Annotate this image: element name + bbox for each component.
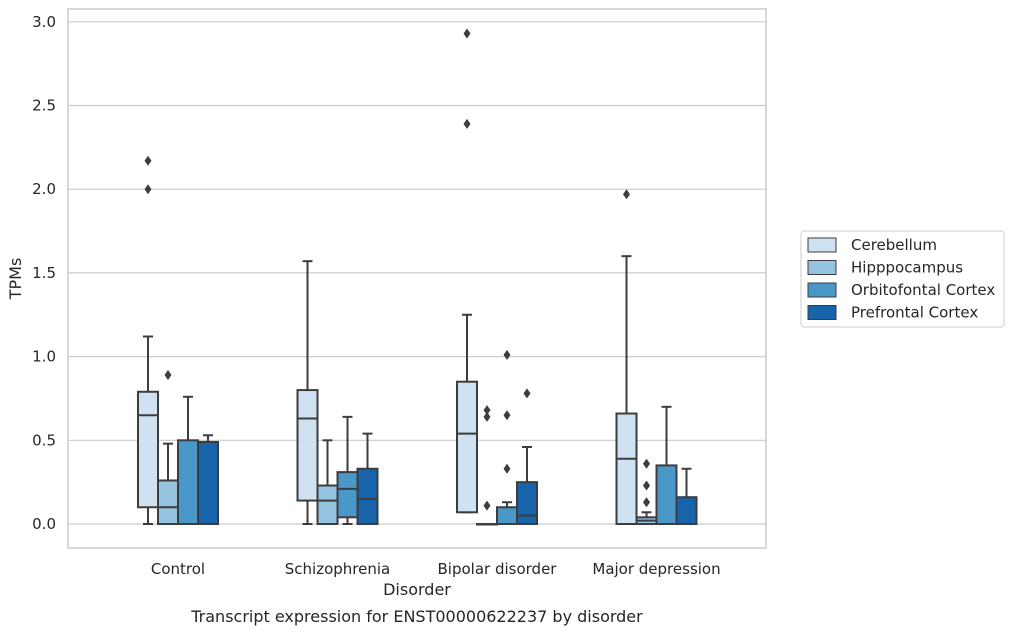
box-body bbox=[516, 481, 538, 525]
legend: Cerebellum Hipppocampus Orbitofontal Corte… bbox=[800, 230, 1005, 328]
box-orbitofontal-cortex bbox=[336, 415, 359, 525]
box-body bbox=[157, 479, 179, 526]
legend-label: Hipppocampus bbox=[851, 259, 963, 277]
y-tick-label: 0.5 bbox=[32, 431, 56, 449]
outlier-point bbox=[503, 463, 511, 474]
y-tick-label: 2.5 bbox=[32, 97, 56, 115]
box-body bbox=[456, 380, 478, 514]
box-prefrontal-cortex bbox=[675, 467, 698, 526]
box-body bbox=[197, 440, 219, 525]
box-body bbox=[137, 390, 159, 509]
figure-caption: Transcript expression for ENST0000062223… bbox=[190, 607, 643, 626]
box-body bbox=[496, 506, 518, 526]
legend-swatch bbox=[807, 282, 837, 298]
box-hipppocampus bbox=[476, 405, 498, 526]
box-orbitofontal-cortex bbox=[655, 405, 678, 526]
box-body bbox=[356, 467, 379, 525]
outlier-point bbox=[503, 410, 511, 421]
y-tick-label: 1.5 bbox=[32, 264, 56, 282]
box-body bbox=[615, 412, 638, 525]
box-prefrontal-cortex bbox=[516, 388, 538, 525]
x-tick-label: Control bbox=[151, 560, 205, 578]
box-body bbox=[316, 484, 339, 525]
grid-lines bbox=[68, 21, 766, 525]
y-tick-label: 1.0 bbox=[32, 348, 56, 366]
outlier-point bbox=[463, 28, 471, 39]
outlier-point bbox=[643, 480, 650, 491]
x-axis-title: Disorder bbox=[383, 580, 451, 599]
box-body bbox=[675, 496, 698, 526]
box-cerebellum bbox=[615, 189, 638, 525]
legend-label: Prefrontal Cortex bbox=[851, 304, 978, 322]
x-tick-label: Bipolar disorder bbox=[438, 560, 558, 578]
box-prefrontal-cortex bbox=[197, 434, 219, 525]
y-tick-label: 0.0 bbox=[32, 515, 56, 533]
outlier-point bbox=[483, 411, 491, 422]
legend-swatch bbox=[807, 237, 837, 253]
box-hipppocampus bbox=[316, 439, 339, 525]
box-cerebellum bbox=[137, 155, 159, 525]
outlier-point bbox=[643, 458, 650, 469]
box-prefrontal-cortex bbox=[356, 432, 379, 525]
outlier-point bbox=[523, 388, 531, 399]
outlier-point bbox=[483, 405, 491, 416]
box-orbitofontal-cortex bbox=[177, 395, 199, 525]
box-body bbox=[336, 471, 359, 519]
legend-label: Cerebellum bbox=[851, 236, 937, 254]
box-series bbox=[137, 28, 698, 526]
x-axis-ticks: Control Schizophrenia Bipolar disorder Majo… bbox=[151, 560, 721, 578]
outlier-point bbox=[623, 189, 630, 200]
outlier-point bbox=[503, 349, 511, 360]
x-tick-label: Major depression bbox=[592, 560, 720, 578]
y-axis-ticks: 0.0 0.5 1.0 1.5 2.0 2.5 3.0 bbox=[32, 13, 56, 533]
y-axis-title: TPMs bbox=[6, 258, 25, 301]
box-hipppocampus bbox=[157, 370, 179, 526]
outlier-point bbox=[643, 497, 650, 508]
x-tick-label: Schizophrenia bbox=[285, 560, 390, 578]
outlier-point bbox=[144, 184, 152, 195]
box-body bbox=[177, 439, 199, 525]
box-body bbox=[296, 389, 319, 502]
legend-swatch bbox=[807, 305, 837, 320]
outlier-point bbox=[483, 500, 491, 511]
box-hipppocampus bbox=[635, 458, 658, 526]
box-body bbox=[655, 464, 678, 526]
outlier-point bbox=[463, 118, 471, 129]
plot-area-frame bbox=[67, 8, 767, 549]
legend-swatch bbox=[807, 260, 837, 275]
y-tick-label: 2.0 bbox=[32, 180, 56, 198]
box-cerebellum bbox=[296, 260, 319, 525]
y-tick-label: 3.0 bbox=[32, 13, 56, 31]
outlier-point bbox=[164, 370, 172, 381]
legend-box bbox=[800, 230, 1005, 328]
outlier-point bbox=[144, 155, 152, 166]
box-cerebellum bbox=[456, 28, 478, 514]
legend-label: Orbitofontal Cortex bbox=[851, 281, 995, 299]
box-orbitofontal-cortex bbox=[496, 349, 518, 526]
